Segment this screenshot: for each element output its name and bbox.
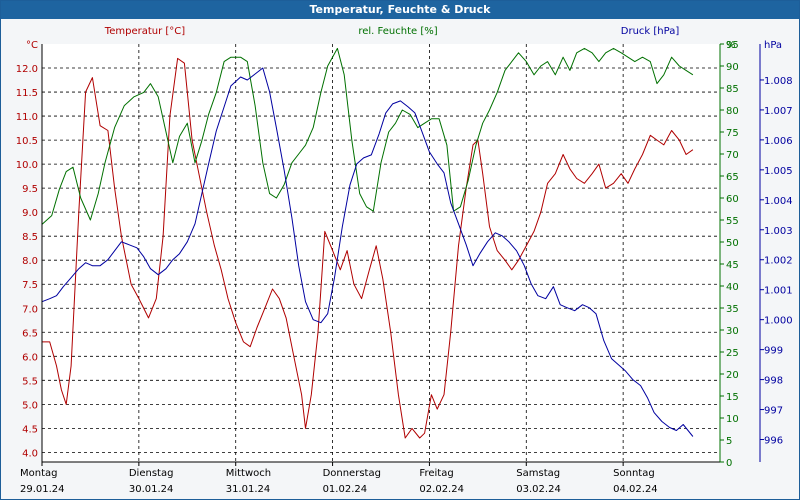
temperature-tick-label: 11.0 [16, 112, 38, 123]
humidity-tick-label: 95 [726, 40, 739, 51]
temperature-tick-label: 6.0 [22, 352, 38, 363]
x-day-label: Samstag [516, 468, 560, 479]
temperature-tick-label: 5.5 [22, 376, 38, 387]
pressure-unit-label: hPa [764, 40, 782, 51]
x-day-label: Sonntag [613, 468, 655, 479]
humidity-tick-label: 40 [726, 282, 739, 293]
temperature-tick-label: 4.0 [22, 448, 38, 459]
x-day-label: Freitag [419, 468, 453, 479]
temperature-tick-label: 7.0 [22, 304, 38, 315]
humidity-tick-label: 15 [726, 392, 739, 403]
humidity-tick-label: 25 [726, 348, 739, 359]
pressure-tick-label: 1.004 [764, 196, 793, 207]
chart-title: Temperatur, Feuchte & Druck [1, 1, 799, 19]
humidity-tick-label: 75 [726, 128, 739, 139]
humidity-tick-label: 45 [726, 260, 739, 271]
pressure-tick-label: 1.000 [764, 316, 793, 327]
axes [41, 44, 761, 463]
pressure-tick-label: 997 [764, 406, 783, 417]
series-line-pressure [41, 67, 694, 437]
humidity-tick-label: 20 [726, 370, 739, 381]
humidity-tick-label: 80 [726, 106, 739, 117]
temperature-unit-label: °C [26, 40, 38, 51]
humidity-tick-label: 5 [726, 436, 732, 447]
x-date-label: 02.02.24 [419, 484, 464, 495]
temperature-tick-label: 10.5 [16, 136, 38, 147]
humidity-unit-label: % [726, 40, 736, 51]
temperature-tick-label: 9.5 [22, 184, 38, 195]
temperature-tick-label: 4.5 [22, 424, 38, 435]
humidity-tick-label: 50 [726, 238, 739, 249]
grid [42, 44, 720, 462]
pressure-tick-label: 1.006 [764, 136, 793, 147]
x-day-label: Mittwoch [226, 468, 271, 479]
pressure-tick-label: 1.001 [764, 286, 793, 297]
pressure-tick-label: 1.008 [764, 76, 793, 87]
humidity-tick-label: 70 [726, 150, 739, 161]
temperature-tick-label: 5.0 [22, 400, 38, 411]
x-date-label: 31.01.24 [226, 484, 271, 495]
x-date-label: 29.01.24 [20, 484, 65, 495]
pressure-tick-label: 1.002 [764, 256, 793, 267]
axis-ticks: 4.0 4.5 5.0 5.5 6.0 6.5 7.0 7.5 8.0 8.5 9.0 9.5 10.0… [16, 40, 793, 495]
temperature-tick-label: 8.0 [22, 256, 38, 267]
series-line-humidity [41, 47, 694, 225]
series-lines [41, 47, 694, 439]
humidity-tick-label: 85 [726, 84, 739, 95]
humidity-tick-label: 90 [726, 62, 739, 73]
x-date-label: 04.02.24 [613, 484, 658, 495]
plot-area [42, 44, 720, 462]
series-line-temperature [42, 57, 694, 439]
temperature-tick-label: 9.0 [22, 208, 38, 219]
x-date-label: 01.02.24 [323, 484, 368, 495]
temperature-tick-label: 11.5 [16, 88, 38, 99]
x-date-label: 03.02.24 [516, 484, 561, 495]
x-date-label: 30.01.24 [129, 484, 174, 495]
humidity-axis-label: rel. Feuchte [%] [358, 26, 437, 37]
humidity-tick-label: 10 [726, 414, 739, 425]
x-day-label: Montag [20, 468, 57, 479]
temperature-tick-label: 12.0 [16, 64, 38, 75]
x-day-label: Donnerstag [323, 468, 381, 479]
temperature-tick-label: 10.0 [16, 160, 38, 171]
humidity-tick-label: 65 [726, 172, 739, 183]
humidity-tick-label: 55 [726, 216, 739, 227]
pressure-tick-label: 998 [764, 376, 783, 387]
pressure-axis-label: Druck [hPa] [621, 26, 680, 37]
temperature-tick-label: 6.5 [22, 328, 38, 339]
temperature-axis-label: Temperatur [°C] [104, 26, 185, 37]
pressure-tick-label: 999 [764, 346, 783, 357]
pressure-tick-label: 1.003 [764, 226, 793, 237]
pressure-tick-label: 1.007 [764, 106, 793, 117]
temperature-tick-label: 8.5 [22, 232, 38, 243]
temperature-tick-label: 7.5 [22, 280, 38, 291]
humidity-tick-label: 35 [726, 304, 739, 315]
pressure-tick-label: 996 [764, 436, 783, 447]
humidity-tick-label: 60 [726, 194, 739, 205]
humidity-tick-label: 30 [726, 326, 739, 337]
x-day-label: Dienstag [129, 468, 174, 479]
pressure-tick-label: 1.005 [764, 166, 793, 177]
humidity-tick-label: 0 [726, 458, 732, 469]
